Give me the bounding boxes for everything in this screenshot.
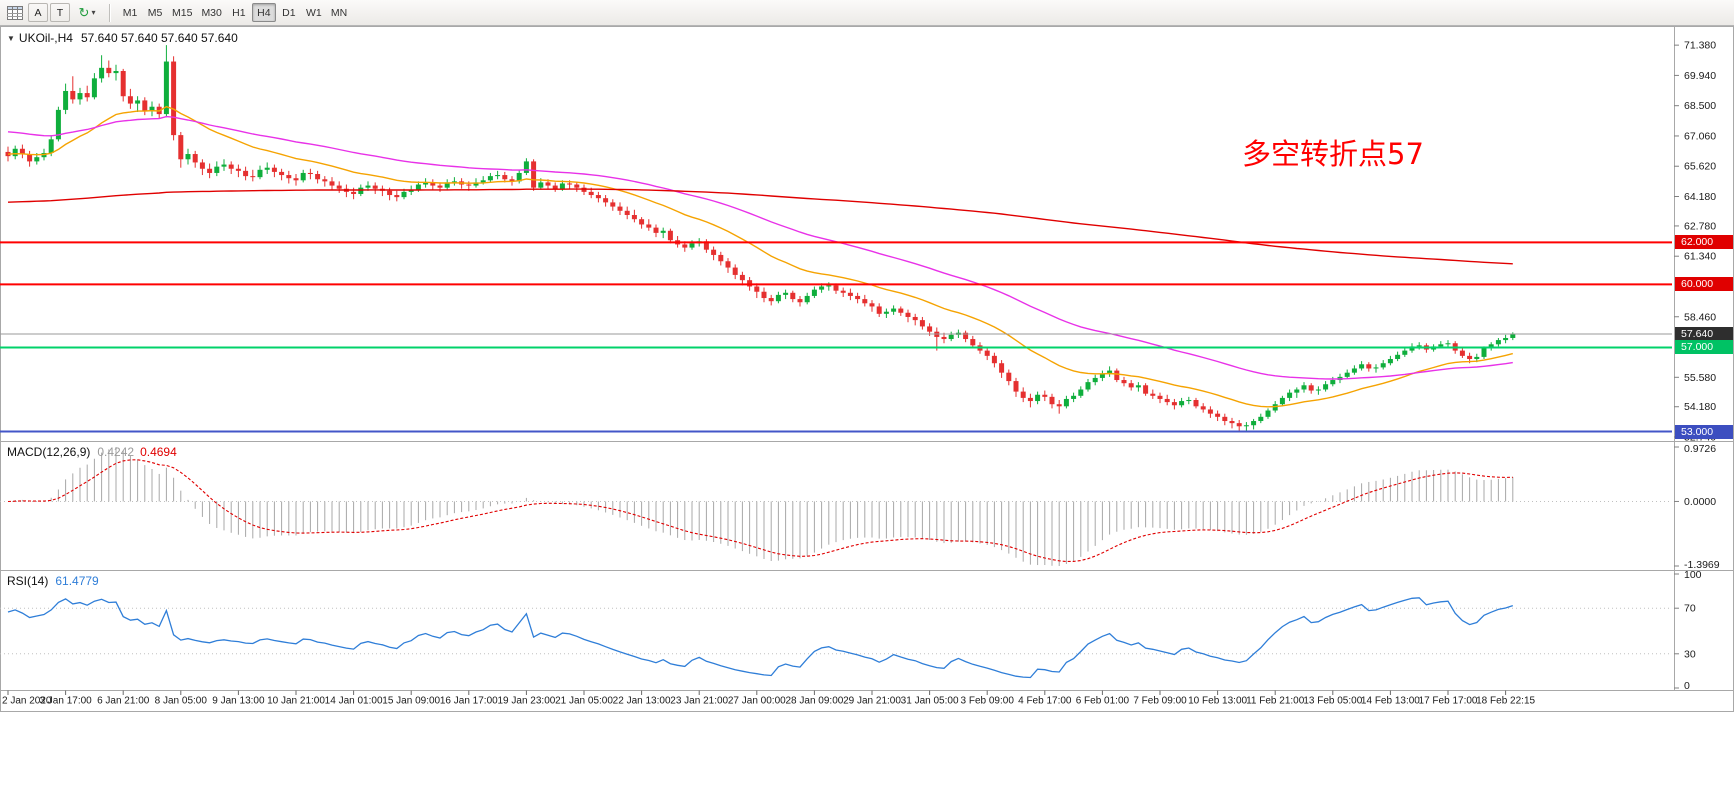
svg-text:65.620: 65.620 bbox=[1684, 161, 1716, 173]
svg-text:3 Jan 17:00: 3 Jan 17:00 bbox=[39, 696, 92, 707]
macd-axis[interactable]: 0.9726 0.0000 -1.3969 bbox=[1674, 443, 1720, 571]
svg-text:16 Jan 17:00: 16 Jan 17:00 bbox=[440, 696, 498, 707]
timeframe-h1-button[interactable]: H1 bbox=[227, 3, 251, 22]
timeframe-d1-button[interactable]: D1 bbox=[277, 3, 301, 22]
svg-text:21 Jan 05:00: 21 Jan 05:00 bbox=[555, 696, 613, 707]
svg-text:0: 0 bbox=[1684, 680, 1690, 692]
price-badge-53.000: 53.000 bbox=[1675, 424, 1733, 439]
svg-text:100: 100 bbox=[1684, 569, 1702, 581]
timeframe-m1-button[interactable]: M1 bbox=[118, 3, 142, 22]
svg-text:68.500: 68.500 bbox=[1684, 100, 1716, 112]
rsi-name: RSI(14) bbox=[7, 574, 49, 588]
svg-text:71.380: 71.380 bbox=[1684, 40, 1716, 52]
price-badge-62.000: 62.000 bbox=[1675, 235, 1733, 250]
svg-text:64.180: 64.180 bbox=[1684, 191, 1716, 203]
svg-text:7 Feb 09:00: 7 Feb 09:00 bbox=[1133, 696, 1187, 707]
macd-signal-value: 0.4694 bbox=[140, 445, 177, 459]
svg-text:62.780: 62.780 bbox=[1684, 220, 1716, 232]
refresh-button[interactable]: ↻ ▾ bbox=[72, 2, 102, 23]
caret-down-icon: ▾ bbox=[91, 8, 96, 17]
refresh-icon: ↻ bbox=[78, 5, 90, 20]
toolbar-separator bbox=[109, 3, 111, 22]
macd-label: MACD(12,26,9) 0.4242 0.4694 bbox=[7, 445, 177, 459]
t-button[interactable]: T bbox=[50, 3, 70, 22]
svg-text:0.0000: 0.0000 bbox=[1684, 496, 1716, 508]
svg-text:58.460: 58.460 bbox=[1684, 311, 1716, 323]
svg-text:28 Jan 09:00: 28 Jan 09:00 bbox=[785, 696, 843, 707]
svg-text:29 Jan 21:00: 29 Jan 21:00 bbox=[843, 696, 901, 707]
svg-text:27 Jan 00:00: 27 Jan 00:00 bbox=[728, 696, 786, 707]
timeframe-w1-button[interactable]: W1 bbox=[302, 3, 326, 22]
svg-text:55.580: 55.580 bbox=[1684, 372, 1716, 384]
svg-text:19 Jan 23:00: 19 Jan 23:00 bbox=[497, 696, 555, 707]
a-button[interactable]: A bbox=[28, 3, 48, 22]
chart-annotation-text[interactable]: 多空转折点57 bbox=[1242, 137, 1424, 171]
svg-text:23 Jan 21:00: 23 Jan 21:00 bbox=[670, 696, 728, 707]
timeframe-group: M1 M5 M15 M30 H1 H4 D1 W1 MN bbox=[118, 3, 351, 22]
svg-text:4 Feb 17:00: 4 Feb 17:00 bbox=[1018, 696, 1072, 707]
svg-text:10 Jan 21:00: 10 Jan 21:00 bbox=[267, 696, 325, 707]
grid-icon[interactable] bbox=[4, 3, 26, 22]
svg-text:10 Feb 13:00: 10 Feb 13:00 bbox=[1188, 696, 1247, 707]
svg-text:67.060: 67.060 bbox=[1684, 130, 1716, 142]
rsi-label: RSI(14) 61.4779 bbox=[7, 574, 99, 588]
svg-text:14 Jan 01:00: 14 Jan 01:00 bbox=[325, 696, 383, 707]
collapse-icon[interactable]: ▼ bbox=[7, 34, 15, 43]
chart-title: ▼ UKOil-,H4 57.640 57.640 57.640 57.640 bbox=[7, 31, 238, 45]
svg-text:17 Feb 17:00: 17 Feb 17:00 bbox=[1419, 696, 1478, 707]
timeframe-m5-button[interactable]: M5 bbox=[143, 3, 167, 22]
price-badge-57.000: 57.000 bbox=[1675, 340, 1733, 355]
svg-text:0.9726: 0.9726 bbox=[1684, 443, 1716, 455]
macd-main-value: 0.4242 bbox=[97, 445, 135, 459]
timeframe-m15-button[interactable]: M15 bbox=[168, 3, 196, 22]
price-badge-60.000: 60.000 bbox=[1675, 277, 1733, 292]
ma-mid-magenta bbox=[7, 115, 1513, 380]
rsi-axis[interactable]: 100 70 30 0 bbox=[1674, 569, 1702, 692]
price-badge-57.640: 57.640 bbox=[1675, 326, 1733, 341]
svg-text:6 Feb 01:00: 6 Feb 01:00 bbox=[1076, 696, 1130, 707]
macd-name: MACD(12,26,9) bbox=[7, 445, 91, 459]
chart-ohlc-values: 57.640 57.640 57.640 57.640 bbox=[80, 31, 238, 45]
candlestick-series bbox=[5, 45, 1516, 431]
svg-text:70: 70 bbox=[1684, 603, 1696, 615]
svg-text:6 Jan 21:00: 6 Jan 21:00 bbox=[97, 696, 150, 707]
svg-text:69.940: 69.940 bbox=[1684, 70, 1716, 82]
svg-text:22 Jan 13:00: 22 Jan 13:00 bbox=[613, 696, 671, 707]
rsi-line bbox=[7, 597, 1514, 679]
svg-text:30: 30 bbox=[1684, 648, 1696, 660]
svg-text:31 Jan 05:00: 31 Jan 05:00 bbox=[901, 696, 959, 707]
ma-slow-red bbox=[7, 188, 1513, 265]
svg-text:61.340: 61.340 bbox=[1684, 251, 1716, 263]
timeframe-m30-button[interactable]: M30 bbox=[197, 3, 225, 22]
svg-text:18 Feb 22:15: 18 Feb 22:15 bbox=[1476, 696, 1535, 707]
timeframe-h4-button[interactable]: H4 bbox=[251, 3, 276, 22]
macd-signal-line bbox=[7, 459, 1513, 563]
svg-text:9 Jan 13:00: 9 Jan 13:00 bbox=[212, 696, 265, 707]
svg-text:-1.3969: -1.3969 bbox=[1684, 559, 1720, 571]
toolbar: A T ↻ ▾ M1 M5 M15 M30 H1 H4 D1 W1 MN bbox=[0, 0, 1734, 26]
svg-text:54.180: 54.180 bbox=[1684, 401, 1716, 413]
svg-text:13 Feb 05:00: 13 Feb 05:00 bbox=[1303, 696, 1362, 707]
price-axis[interactable]: 71.380 69.940 68.500 67.060 65.620 64.180 62.7… bbox=[1674, 40, 1716, 444]
svg-text:11 Feb 21:00: 11 Feb 21:00 bbox=[1246, 696, 1305, 707]
rsi-value: 61.4779 bbox=[55, 574, 99, 588]
ma-fast-orange bbox=[7, 105, 1513, 408]
svg-text:14 Feb 13:00: 14 Feb 13:00 bbox=[1361, 696, 1420, 707]
chart-symbol-period: UKOil-,H4 bbox=[18, 31, 73, 45]
svg-text:8 Jan 05:00: 8 Jan 05:00 bbox=[155, 696, 208, 707]
svg-text:2 Jan 2020: 2 Jan 2020 bbox=[2, 696, 52, 707]
svg-text:3 Feb 09:00: 3 Feb 09:00 bbox=[961, 696, 1015, 707]
svg-text:15 Jan 09:00: 15 Jan 09:00 bbox=[382, 696, 440, 707]
timeframe-mn-button[interactable]: MN bbox=[327, 3, 351, 22]
